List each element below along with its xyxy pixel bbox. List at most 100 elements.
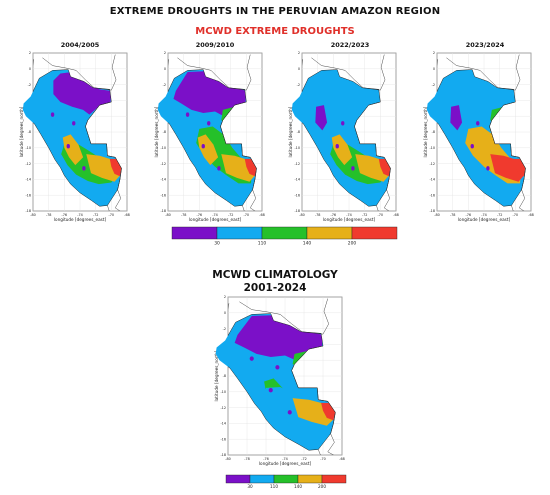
purple-patch: [217, 166, 221, 171]
y-tick-label: -2: [432, 83, 435, 87]
yellow-zone: [331, 134, 353, 166]
x-tick-label: -76: [62, 213, 68, 217]
purple-patch: [486, 166, 490, 171]
map-2009-2010: -80-78-76-74-72-70-6820-2-4-6-8-10-12-14…: [154, 51, 265, 222]
x-tick-label: -78: [244, 457, 250, 461]
y-axis-label: latitude [degrees_north]: [423, 106, 428, 157]
panel-title-2: 2009/2010: [195, 41, 235, 49]
borders: [228, 298, 336, 455]
border-line: [239, 298, 329, 335]
y-axis-label: latitude [degrees_north]: [288, 106, 293, 157]
x-tick-label: -74: [481, 213, 487, 217]
y-tick-label: -10: [294, 146, 300, 150]
x-tick-label: -70: [513, 213, 519, 217]
colorbar-tick-label: 110: [270, 484, 278, 489]
y-tick-label: -16: [220, 437, 226, 441]
y-tick-label: 2: [433, 51, 435, 55]
subtitle: MCWD EXTREME DROUGHTS: [195, 26, 355, 37]
purple-patch: [476, 121, 480, 126]
peru-outline: [168, 69, 257, 207]
purple-patch: [275, 365, 280, 370]
purple-patch: [319, 112, 324, 117]
climatology-title: MCWD CLIMATOLOGY 2001-2024: [0, 269, 550, 295]
borders: [168, 54, 257, 211]
y-tick-label: 2: [224, 295, 226, 299]
blue-zone: [485, 87, 505, 100]
x-axis-label: longitude [degrees_east]: [189, 217, 242, 222]
x-tick-label: -72: [93, 213, 99, 217]
x-tick-label: -76: [466, 213, 472, 217]
y-tick-label: -12: [25, 162, 31, 166]
purple-patch: [341, 121, 345, 126]
y-tick-label: -14: [294, 178, 300, 182]
y-tick-label: -18: [160, 209, 166, 213]
x-tick-label: -78: [315, 213, 321, 217]
borders: [302, 54, 391, 211]
y-tick-label: 0: [298, 67, 300, 71]
panel-title-1: 2004/2005: [60, 41, 100, 49]
y-tick-label: -10: [25, 146, 31, 150]
purple-patch: [268, 388, 273, 393]
x-tick-label: -78: [46, 213, 52, 217]
x-axis-label: longitude [degrees_east]: [54, 217, 107, 222]
border-line: [376, 205, 379, 211]
purple-patch: [335, 144, 339, 149]
purple-patch: [454, 112, 459, 117]
peru-outline: [33, 69, 122, 207]
border-line: [311, 54, 386, 91]
purple-zone: [315, 105, 328, 131]
x-axis-label: longitude [degrees_east]: [458, 217, 511, 222]
y-tick-label: -8: [28, 130, 31, 134]
peru-outline: [437, 69, 526, 207]
colorbar-segment: [261, 226, 308, 240]
y-tick-label: -10: [429, 146, 435, 150]
purple-patch: [249, 356, 254, 361]
colorbar-top: 30 110 140 200: [171, 226, 398, 246]
purple-patch: [351, 166, 355, 171]
border-line: [107, 205, 110, 211]
purple-zone: [450, 105, 463, 131]
purple-patch: [82, 166, 86, 171]
colorbar-segment: [225, 474, 251, 484]
y-tick-label: -8: [163, 130, 166, 134]
y-tick-label: -2: [28, 83, 31, 87]
purple-patch: [470, 144, 474, 149]
x-axis-label: longitude [degrees_east]: [259, 461, 312, 466]
y-tick-label: -8: [297, 130, 300, 134]
y-tick-label: -16: [25, 193, 31, 197]
y-tick-label: -18: [429, 209, 435, 213]
peru-outline: [302, 69, 391, 207]
y-tick-label: -8: [223, 374, 226, 378]
y-tick-label: 0: [29, 67, 31, 71]
y-tick-label: 2: [298, 51, 300, 55]
border-line: [511, 205, 514, 211]
x-tick-label: -74: [77, 213, 83, 217]
y-tick-label: -12: [160, 162, 166, 166]
colorbar-segment: [321, 474, 347, 484]
x-tick-label: -72: [228, 213, 234, 217]
panel-title-4: 2023/2024: [465, 41, 505, 49]
purple-patch: [287, 410, 292, 415]
y-tick-label: -16: [160, 193, 166, 197]
colorbar-tick-label: 200: [318, 484, 326, 489]
y-tick-label: -2: [163, 83, 166, 87]
x-tick-label: -72: [362, 213, 368, 217]
x-tick-label: -68: [339, 457, 345, 461]
x-tick-label: -70: [244, 213, 250, 217]
purple-patch: [185, 112, 190, 117]
y-tick-label: -12: [220, 406, 226, 410]
y-tick-label: -10: [160, 146, 166, 150]
purple-patch: [50, 112, 55, 117]
border-line: [318, 449, 321, 455]
colorbar-segment: [306, 226, 353, 240]
x-tick-label: -76: [263, 457, 269, 461]
x-tick-label: -68: [124, 213, 130, 217]
colorbar-segment: [351, 226, 398, 240]
border-line: [42, 54, 117, 91]
x-tick-label: -70: [378, 213, 384, 217]
y-tick-label: 0: [433, 67, 435, 71]
colorbar-segment: [216, 226, 263, 240]
x-tick-label: -74: [212, 213, 218, 217]
y-tick-label: -14: [160, 178, 166, 182]
y-tick-label: -12: [429, 162, 435, 166]
